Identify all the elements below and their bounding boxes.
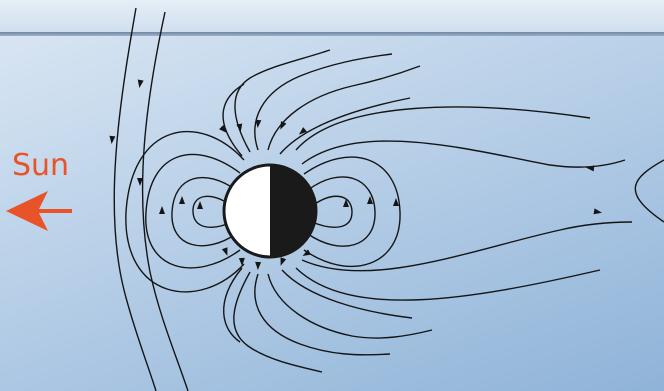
field-line-south-4	[281, 269, 413, 319]
field-line-night-loop-3	[303, 156, 401, 267]
field-line-tail-4	[295, 267, 601, 301]
planet	[222, 163, 318, 259]
planet-night-side	[270, 165, 316, 257]
header-band	[0, 0, 664, 34]
arrow-icon	[219, 125, 227, 133]
field-line-tail-1	[301, 140, 626, 168]
arrow-icon	[197, 201, 203, 209]
field-line-night-loop-1	[311, 195, 353, 228]
arrow-icon	[255, 261, 262, 270]
arrow-left-icon	[6, 191, 72, 231]
field-line-bow-outer	[113, 7, 157, 391]
field-line-south-3	[267, 273, 433, 339]
arrow-icon	[593, 208, 602, 215]
header-divider	[0, 32, 664, 36]
field-direction-arrows	[109, 79, 602, 270]
field-line-north-4	[279, 97, 411, 155]
field-line-north-2	[234, 49, 331, 153]
field-line-north-3	[267, 65, 421, 151]
field-line-tail-right	[634, 159, 664, 223]
arrow-icon	[221, 247, 228, 256]
planet-day-side	[224, 165, 270, 257]
arrow-icon	[255, 119, 262, 128]
field-line-day-loop-2	[171, 176, 237, 247]
field-line-bow-inner	[141, 11, 189, 391]
field-line-north-1	[254, 53, 393, 151]
arrow-icon	[236, 123, 243, 132]
arrow-icon	[302, 249, 311, 256]
field-line-north-5	[222, 83, 245, 157]
field-line-tail-2	[301, 221, 633, 272]
field-line-day-loop-1	[192, 195, 233, 228]
arrow-icon	[393, 198, 399, 206]
arrow-icon	[179, 196, 185, 204]
arrow-icon	[238, 257, 245, 266]
arrow-icon	[280, 121, 287, 130]
field-line-south-5	[223, 267, 243, 343]
arrow-icon	[367, 196, 373, 204]
field-line-south-2	[233, 271, 323, 373]
arrow-icon	[280, 257, 287, 266]
field-line-south-1	[254, 273, 391, 356]
arrow-icon	[586, 165, 595, 172]
field-line-night-loop-2	[307, 176, 376, 247]
arrow-icon	[137, 178, 143, 186]
sun-label: Sun	[12, 148, 70, 183]
arrow-icon	[298, 127, 307, 135]
arrow-icon	[137, 79, 144, 88]
field-line-day-loop-3	[145, 153, 241, 269]
field-line-tail-3	[295, 106, 591, 151]
field-line-day-loop-4	[125, 130, 245, 293]
arrow-icon	[343, 199, 349, 207]
arrow-icon	[109, 135, 116, 144]
arrow-icon	[159, 206, 165, 214]
